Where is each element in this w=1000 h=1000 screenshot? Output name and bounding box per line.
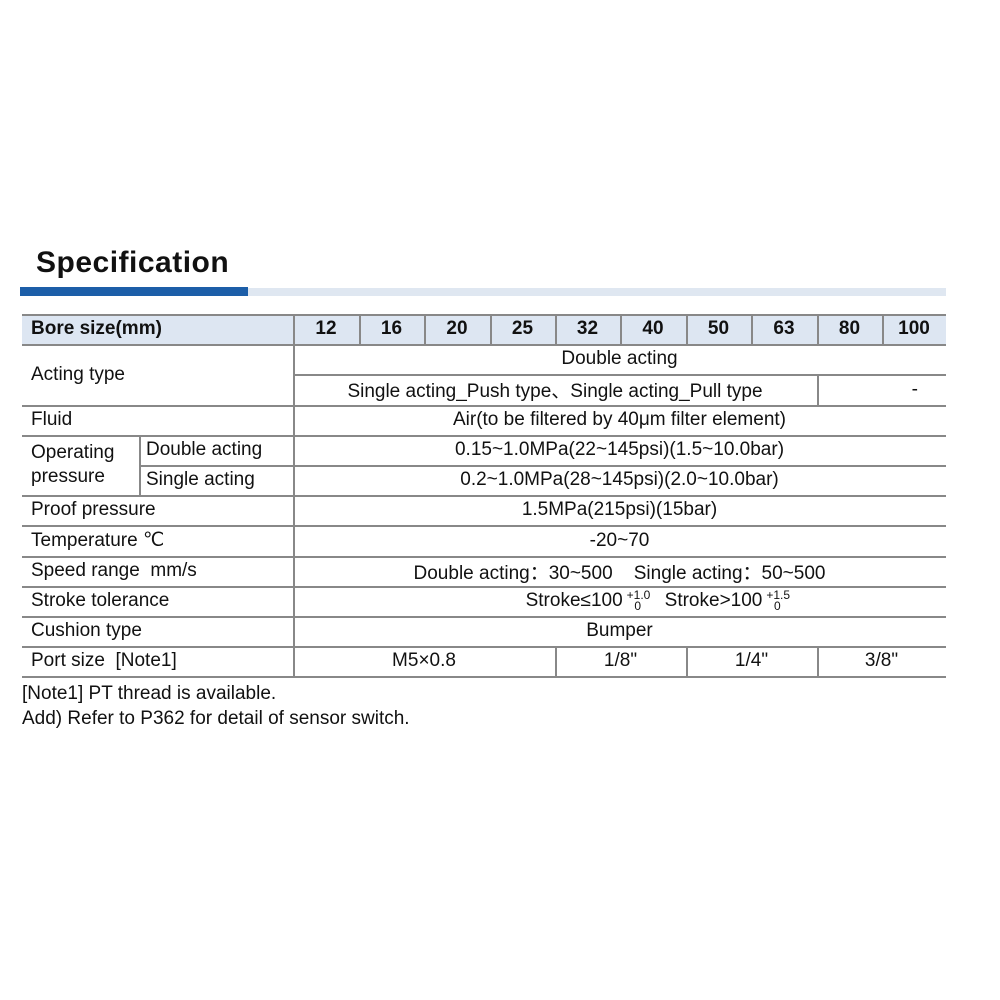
label-stroke-tolerance: Stroke tolerance (31, 590, 170, 611)
value-speed-range: Double acting：30~500 Single acting：50~50… (413, 562, 826, 584)
value-port-1-4: 1/4" (734, 650, 769, 671)
table-rule (686, 646, 688, 676)
table-rule (22, 616, 946, 618)
value-double-acting: Double acting (561, 348, 678, 369)
value-fluid: Air(to be filtered by 40μm filter elemen… (452, 409, 787, 430)
label-operating-pressure: Operating pressure (31, 442, 115, 487)
header-bore-20: 20 (424, 314, 490, 344)
table-rule (22, 495, 946, 497)
tol-upper: +1.5 (766, 588, 791, 602)
note-2: Add) Refer to P362 for detail of sensor … (22, 708, 410, 729)
header-bore-25: 25 (490, 314, 555, 344)
title-accent-bar (20, 287, 248, 296)
value-op-double: 0.15~1.0MPa(22~145psi)(1.5~10.0bar) (454, 439, 785, 460)
header-bore-32: 32 (555, 314, 620, 344)
table-rule (22, 586, 946, 588)
value-stroke-tolerance: Stroke≤100 +1.0 0 Stroke>100 +1.5 0 (293, 586, 946, 616)
table-rule (139, 435, 141, 495)
value-cushion-type: Bumper (586, 620, 653, 641)
value-op-single: 0.2~1.0MPa(28~145psi)(2.0~10.0bar) (460, 469, 779, 490)
table-rule (139, 465, 946, 467)
table-rule (22, 314, 946, 316)
table-rule (22, 435, 946, 437)
label-proof-pressure: Proof pressure (31, 499, 156, 520)
label-cushion-type: Cushion type (31, 620, 142, 641)
stroke-b: Stroke>100 (664, 590, 763, 611)
header-bore-16: 16 (359, 314, 424, 344)
table-rule (490, 314, 492, 344)
value-temperature: -20~70 (589, 529, 650, 551)
table-rule (424, 314, 426, 344)
label-temperature: Temperature ℃ (31, 530, 165, 551)
stroke-a: Stroke≤100 (525, 590, 623, 611)
table-rule (817, 374, 819, 405)
table-rule (22, 676, 946, 678)
stroke-b-tol: +1.5 0 (766, 588, 791, 613)
value-port-m5: M5×0.8 (392, 650, 456, 671)
value-proof-pressure: 1.5MPa(215psi)(15bar) (521, 499, 718, 520)
tol-upper: +1.0 (626, 588, 651, 602)
tol-lower: 0 (634, 599, 641, 613)
label-acting-type: Acting type (31, 363, 125, 385)
header-bore-100: 100 (882, 314, 946, 344)
label-op-double: Double acting (146, 439, 263, 460)
table-rule (22, 344, 946, 346)
value-single-na: - (911, 378, 918, 400)
page-title: Specification (36, 246, 230, 279)
table-rule (555, 314, 557, 344)
label-op-single: Single acting (146, 469, 255, 490)
table-rule (817, 646, 819, 676)
table-rule (22, 405, 946, 407)
label-speed-range: Speed range mm/s (31, 560, 197, 581)
header-bore-40: 40 (620, 314, 686, 344)
value-port-3-8: 3/8" (864, 650, 899, 671)
header-bore-63: 63 (751, 314, 817, 344)
table-rule (293, 374, 946, 376)
table-rule (751, 314, 753, 344)
table-rule (359, 314, 361, 344)
table-rule (22, 646, 946, 648)
header-bore-50: 50 (686, 314, 751, 344)
value-port-1-8: 1/8" (603, 650, 638, 671)
table-rule (293, 314, 295, 676)
label-fluid: Fluid (31, 409, 73, 430)
header-bore-12: 12 (293, 314, 359, 344)
table-rule (817, 314, 819, 344)
table-rule (686, 314, 688, 344)
value-single-acting: Single acting_Push type、Single acting_Pu… (347, 381, 763, 402)
header-bore-size: Bore size(mm) (22, 314, 293, 344)
stroke-a-tol: +1.0 0 (626, 588, 651, 613)
table-rule (620, 314, 622, 344)
note-1: [Note1] PT thread is available. (22, 683, 277, 704)
table-rule (555, 646, 557, 676)
table-rule (22, 556, 946, 558)
header-bore-80: 80 (817, 314, 882, 344)
table-rule (882, 314, 884, 344)
title-underline (248, 288, 946, 296)
tol-lower: 0 (774, 599, 781, 613)
table-rule (22, 525, 946, 527)
label-port-size: Port size [Note1] (31, 650, 177, 671)
